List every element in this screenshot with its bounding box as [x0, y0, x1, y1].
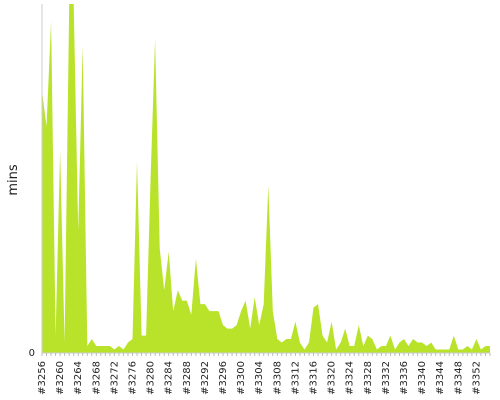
x-tick-label: #3304 [254, 361, 265, 395]
x-tick-label: #3324 [345, 361, 356, 395]
x-tick-label: #3292 [200, 361, 211, 395]
x-tick-label: #3276 [128, 361, 139, 395]
x-tick-label: #3316 [309, 361, 320, 395]
x-tick-label: #3264 [73, 361, 84, 395]
x-tick-label: #3336 [399, 361, 410, 395]
x-tick-label: #3280 [146, 361, 157, 395]
x-tick-label: #3288 [182, 361, 193, 395]
x-tick-label: #3340 [417, 361, 428, 395]
x-tick-label: #3296 [218, 361, 229, 395]
x-tick-label: #3300 [236, 361, 247, 395]
x-tick-label: #3352 [471, 361, 482, 395]
x-tick-label: #3312 [290, 361, 301, 395]
x-tick-label: #3268 [91, 361, 102, 395]
x-tick-label: #3328 [363, 361, 374, 395]
plot-area [41, 4, 491, 356]
x-tick-label: #3260 [55, 361, 66, 395]
y-axis-ticks: 0 [29, 348, 35, 359]
x-axis-ticks: #3256 #3260 #3264 #3268 #3272 #3276 #3280 #3284… [37, 361, 482, 395]
x-tick-label: #3284 [164, 361, 175, 395]
series-area [42, 4, 490, 353]
x-tick-label: #3272 [109, 361, 120, 395]
x-tick-label: #3348 [453, 361, 464, 395]
x-tick-label: #3256 [37, 361, 48, 395]
x-tick-label: #3344 [435, 361, 446, 395]
y-axis-label: mins [6, 164, 21, 196]
x-tick-label: #3332 [381, 361, 392, 395]
x-tick-label: #3308 [272, 361, 283, 395]
x-tick-label: #3320 [327, 361, 338, 395]
y-tick-label: 0 [29, 348, 35, 359]
